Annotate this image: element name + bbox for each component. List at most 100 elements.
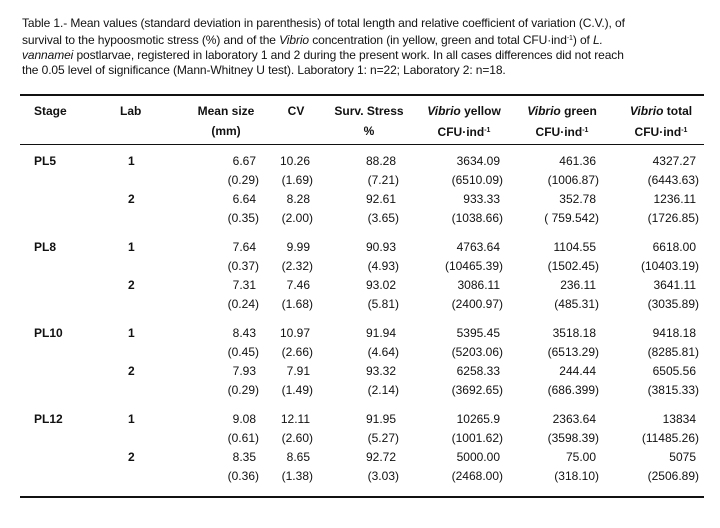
mean-value: 6.67 <box>232 154 256 168</box>
header-surv-unit: % <box>363 124 375 138</box>
vy-value: 3086.11 <box>457 278 501 292</box>
lab-cell: 2 <box>128 450 135 464</box>
mean-sd-value: (0.36) <box>227 469 259 483</box>
vy-sd-value: (1001.62) <box>451 431 503 445</box>
header-vibrio-yellow: Vibrio yellow <box>427 104 501 118</box>
surv-value: 91.95 <box>365 412 396 426</box>
vt-sd-value: (2506.89) <box>647 469 699 483</box>
vy-sd-value: (10465.39) <box>444 259 503 273</box>
table-caption: Table 1.- Mean values (standard deviatio… <box>22 16 712 78</box>
mean-value: 7.64 <box>232 240 256 254</box>
cv-sd-value: (2.66) <box>281 345 313 359</box>
vg-value: 1104.55 <box>553 240 597 254</box>
vy-sd-value: (2468.00) <box>451 469 503 483</box>
cv-sd-value: (2.32) <box>281 259 313 273</box>
mean-value: 8.35 <box>232 450 256 464</box>
header-vibrio-total-unit: CFU·ind-1 <box>634 125 688 139</box>
vt-sd-value: (3035.89) <box>647 297 699 311</box>
mean-sd-value: (0.61) <box>227 431 259 445</box>
cv-sd-value: (2.00) <box>281 211 313 225</box>
vg-sd-value: (1006.87) <box>547 173 599 187</box>
vt-sd-value: (6443.63) <box>647 173 699 187</box>
header-mean-unit: (mm) <box>211 124 241 138</box>
stage-label: PL8 <box>34 240 57 254</box>
table-top-rule <box>20 94 704 96</box>
header-vibrio-yellow-unit: CFU·ind-1 <box>437 125 491 139</box>
vy-sd-value: (3692.65) <box>451 383 503 397</box>
vt-value: 9418.18 <box>652 326 696 340</box>
vt-sd-value: (1726.85) <box>647 211 699 225</box>
header-cv: CV <box>287 104 305 118</box>
mean-sd-value: (0.29) <box>227 173 259 187</box>
mean-value: 7.31 <box>232 278 256 292</box>
vt-value: 4327.27 <box>652 154 696 168</box>
vg-value: 75.00 <box>565 450 596 464</box>
vt-value: 5075 <box>669 450 696 464</box>
lab-cell: 1 <box>128 412 135 426</box>
mean-sd-value: (0.35) <box>227 211 259 225</box>
header-lab: Lab <box>120 104 142 118</box>
surv-value: 92.61 <box>365 192 396 206</box>
surv-sd-value: (3.65) <box>367 211 399 225</box>
vt-sd-value: (11485.26) <box>641 431 699 445</box>
vg-sd-value: (1502.45) <box>547 259 599 273</box>
cv-value: 9.99 <box>286 240 310 254</box>
header-vibrio-green: Vibrio green <box>527 104 597 118</box>
surv-value: 93.32 <box>365 364 396 378</box>
vg-value: 2363.64 <box>552 412 596 426</box>
vy-sd-value: (6510.09) <box>451 173 503 187</box>
surv-sd-value: (4.93) <box>367 259 399 273</box>
surv-sd-value: (2.14) <box>367 383 399 397</box>
mean-value: 7.93 <box>232 364 256 378</box>
header-stage: Stage <box>34 104 67 118</box>
mean-value: 8.43 <box>232 326 256 340</box>
vy-value: 3634.09 <box>456 154 500 168</box>
cv-value: 8.65 <box>286 450 310 464</box>
lab-cell: 1 <box>128 240 135 254</box>
mean-value: 9.08 <box>232 412 256 426</box>
vg-value: 461.36 <box>559 154 596 168</box>
surv-sd-value: (3.03) <box>367 469 399 483</box>
mean-sd-value: (0.45) <box>227 345 259 359</box>
vy-value: 6258.33 <box>456 364 500 378</box>
vt-value: 13834 <box>662 412 696 426</box>
vg-value: 244.44 <box>559 364 596 378</box>
caption-line-2: survival to the hypoosmotic stress (%) a… <box>22 33 603 47</box>
vg-value: 352.78 <box>559 192 596 206</box>
cv-sd-value: (1.49) <box>281 383 313 397</box>
mean-sd-value: (0.29) <box>227 383 259 397</box>
cv-sd-value: (2.60) <box>281 431 313 445</box>
caption-line-4: the 0.05 level of significance (Mann-Whi… <box>22 63 506 77</box>
lab-cell: 2 <box>128 364 135 378</box>
vg-sd-value: (3598.39) <box>547 431 599 445</box>
vg-sd-value: (318.10) <box>554 469 599 483</box>
vt-value: 6505.56 <box>652 364 696 378</box>
mean-sd-value: (0.37) <box>227 259 259 273</box>
cv-value: 12.11 <box>280 412 310 426</box>
cv-sd-value: (1.68) <box>281 297 313 311</box>
vg-sd-value: ( 759.542) <box>544 211 599 225</box>
surv-sd-value: (5.81) <box>367 297 399 311</box>
vy-value: 5395.45 <box>456 326 500 340</box>
vg-sd-value: (6513.29) <box>547 345 599 359</box>
vt-value: 3641.11 <box>653 278 697 292</box>
vy-sd-value: (1038.66) <box>451 211 503 225</box>
cv-value: 10.97 <box>279 326 310 340</box>
vt-sd-value: (3815.33) <box>647 383 699 397</box>
surv-value: 90.93 <box>365 240 396 254</box>
vy-sd-value: (2400.97) <box>451 297 503 311</box>
caption-line-3: vannamei postlarvae, registered in labor… <box>22 48 624 62</box>
surv-value: 88.28 <box>365 154 396 168</box>
vg-sd-value: (686.399) <box>547 383 599 397</box>
vy-value: 933.33 <box>463 192 500 206</box>
lab-cell: 1 <box>128 154 135 168</box>
header-vibrio-total: Vibrio total <box>629 104 693 118</box>
surv-value: 91.94 <box>365 326 396 340</box>
cv-sd-value: (1.38) <box>281 469 313 483</box>
surv-sd-value: (5.27) <box>367 431 399 445</box>
vy-value: 5000.00 <box>456 450 500 464</box>
surv-value: 92.72 <box>365 450 396 464</box>
cv-value: 7.91 <box>286 364 310 378</box>
lab-cell: 2 <box>128 192 135 206</box>
cv-value: 7.46 <box>286 278 310 292</box>
